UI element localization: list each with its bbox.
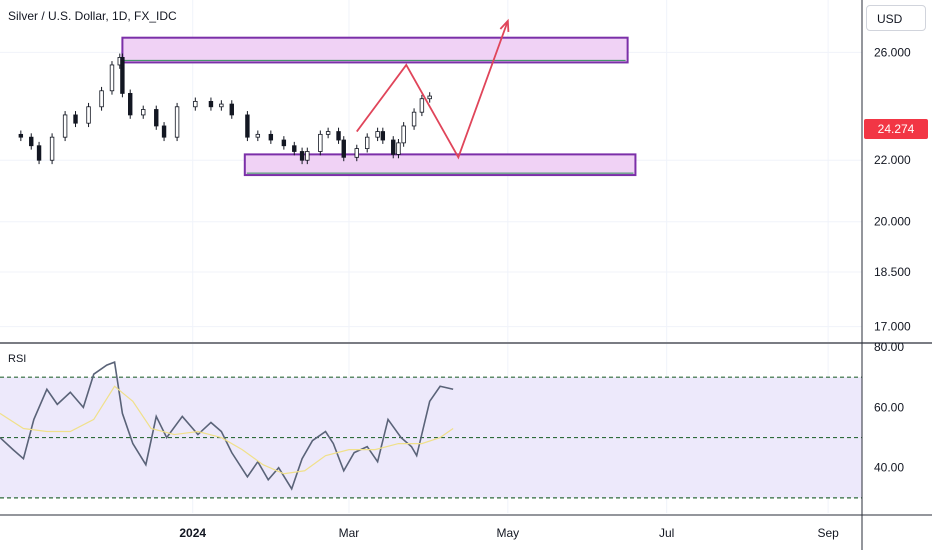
candle-body: [292, 145, 297, 152]
rsi-lines: [0, 361, 454, 491]
symbol-title: Silver / U.S. Dollar, 1D, FX_IDC: [8, 9, 177, 23]
time-tick-label: 2024: [179, 526, 206, 540]
candle-body: [36, 145, 42, 161]
price-tick-label: 20.000: [874, 215, 911, 229]
candle-body: [427, 95, 432, 100]
time-tick-label: Mar: [339, 526, 360, 540]
time-tick-label: Jul: [659, 526, 674, 540]
candle-body: [281, 139, 287, 147]
candle-body: [161, 125, 167, 138]
candle-body: [208, 100, 214, 108]
candle-body: [341, 139, 346, 158]
currency-button[interactable]: USD: [866, 5, 926, 31]
candle-body: [229, 103, 234, 116]
resistance-zone[interactable]: [121, 36, 629, 64]
price-tick-label: 22.000: [874, 153, 911, 167]
candle-body: [396, 142, 401, 155]
rsi-label: RSI: [8, 353, 27, 365]
candle-body: [174, 106, 180, 138]
rsi-band: [0, 376, 862, 499]
candle-body: [391, 139, 396, 155]
candle-body: [99, 90, 104, 108]
candle-body: [245, 114, 250, 138]
candle-body: [318, 133, 323, 152]
candle-body: [401, 125, 406, 144]
price-tick-label: 17.000: [874, 320, 911, 334]
price-tick-label: 18.500: [874, 265, 911, 279]
time-tick-label: May: [496, 526, 519, 540]
candle-body: [141, 109, 146, 116]
candle-body: [375, 131, 380, 138]
candle-body: [109, 64, 115, 92]
price-tick-label: 26.000: [874, 45, 911, 59]
candle-body: [380, 131, 386, 141]
candle-body: [193, 100, 198, 108]
candle-body: [219, 103, 224, 108]
projection-arrowhead: [499, 18, 510, 32]
candle-body: [325, 131, 331, 135]
candle-body: [49, 136, 55, 161]
candle-body: [419, 98, 425, 113]
time-tick-label: Sep: [817, 526, 839, 540]
candle-body: [411, 111, 417, 127]
candle-body: [354, 148, 359, 158]
support-zone[interactable]: [243, 153, 637, 177]
candle-body: [73, 114, 78, 124]
candle-body: [128, 93, 133, 116]
rsi-tick-label: 80.00: [874, 340, 904, 354]
candle-body: [255, 133, 261, 138]
projection-arrow[interactable]: [356, 18, 510, 160]
rsi-ma-line: [0, 385, 454, 475]
price-candles: [18, 53, 432, 165]
candle-body: [299, 151, 305, 161]
candle-body: [154, 109, 159, 127]
candle-body: [120, 57, 125, 94]
candle-body: [18, 133, 24, 138]
projection-path[interactable]: [356, 20, 509, 160]
candle-body: [268, 133, 274, 141]
candle-body: [336, 131, 341, 141]
candle-body: [364, 136, 370, 150]
candle-body: [86, 106, 91, 124]
candle-body: [305, 151, 310, 161]
price-zones[interactable]: [121, 36, 637, 177]
last-price-badge: 24.274: [864, 119, 928, 139]
rsi-tick-label: 40.00: [874, 461, 904, 475]
candle-body: [29, 136, 34, 147]
candle-body: [62, 114, 68, 138]
rsi-tick-label: 60.00: [874, 400, 904, 414]
